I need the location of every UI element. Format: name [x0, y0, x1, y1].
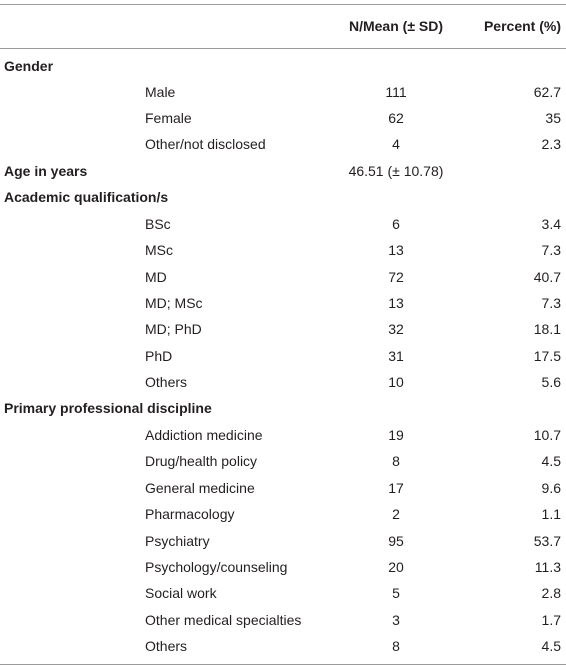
row-count: 17: [388, 480, 404, 496]
row-percent: 7.3: [541, 295, 561, 311]
row-label: Male: [145, 84, 176, 100]
row-percent: 5.6: [541, 374, 561, 390]
section-academic: Academic qualification/s: [0, 184, 566, 210]
row-percent: 4.5: [541, 453, 561, 469]
table-row: PhD 31 17.5: [0, 343, 566, 369]
section-age: Age in years 46.51 (± 10.78): [0, 158, 566, 184]
row-percent: 1.7: [541, 612, 561, 628]
row-label: General medicine: [145, 480, 255, 496]
table-row: Social work 5 2.8: [0, 580, 566, 606]
row-count: 62: [388, 110, 404, 126]
row-percent: 11.3: [534, 559, 561, 575]
row-percent: 9.6: [541, 480, 561, 496]
table-row: General medicine 17 9.6: [0, 475, 566, 501]
top-rule: [0, 4, 566, 5]
row-percent: 18.1: [533, 321, 561, 337]
row-label: Social work: [145, 585, 217, 601]
row-percent: 2.3: [541, 136, 561, 152]
table-row: MD; PhD 32 18.1: [0, 316, 566, 342]
row-label: Others: [145, 374, 188, 390]
row-label: MD; MSc: [145, 295, 203, 311]
row-percent: 7.3: [541, 242, 561, 258]
table-row: BSc 6 3.4: [0, 211, 566, 237]
row-count: 20: [388, 559, 404, 575]
row-percent: 3.4: [541, 216, 561, 232]
header-value: N/Mean (± SD): [348, 18, 444, 34]
table-row: MD; MSc 13 7.3: [0, 290, 566, 316]
table-row: Psychology/counseling 20 11.3: [0, 554, 566, 580]
table-row: Others 10 5.6: [0, 369, 566, 395]
row-label: MSc: [145, 242, 173, 258]
table-row: Addiction medicine 19 10.7: [0, 422, 566, 448]
section-title: Primary professional discipline: [4, 400, 212, 416]
row-count: 5: [392, 585, 400, 601]
row-percent: 1.1: [541, 506, 561, 522]
table-row: Male 111 62.7: [0, 79, 566, 105]
section-title: Gender: [4, 58, 54, 74]
table-row: Psychiatry 95 53.7: [0, 528, 566, 554]
row-count: 6: [392, 216, 400, 232]
row-count: 3: [392, 612, 400, 628]
section-discipline: Primary professional discipline: [0, 395, 566, 421]
header-row: N/Mean (± SD) Percent (%): [0, 13, 566, 39]
row-count: 8: [392, 453, 400, 469]
header-rule: [0, 48, 566, 49]
table-row: MSc 13 7.3: [0, 237, 566, 263]
bottom-rule: [0, 664, 566, 665]
row-count: 95: [388, 533, 404, 549]
row-percent: 35: [545, 110, 561, 126]
row-percent: 53.7: [533, 533, 561, 549]
section-title: Age in years: [4, 163, 88, 179]
row-label: MD: [145, 269, 167, 285]
table-row: Others 8 4.5: [0, 633, 566, 659]
row-count: 32: [388, 321, 404, 337]
row-label: Other/not disclosed: [145, 136, 266, 152]
table-row: Other medical specialties 3 1.7: [0, 607, 566, 633]
table-row: Other/not disclosed 4 2.3: [0, 131, 566, 157]
row-count: 2: [392, 506, 400, 522]
row-percent: 62.7: [533, 84, 561, 100]
table-row: Female 62 35: [0, 105, 566, 131]
row-label: Psychiatry: [145, 533, 210, 549]
row-count: 72: [388, 269, 404, 285]
row-label: PhD: [145, 348, 173, 364]
row-label: Drug/health policy: [145, 453, 258, 469]
table-row: Drug/health policy 8 4.5: [0, 448, 566, 474]
table-row: MD 72 40.7: [0, 264, 566, 290]
row-label: Addiction medicine: [145, 427, 263, 443]
age-value: 46.51 (± 10.78): [348, 163, 444, 179]
section-title: Academic qualification/s: [4, 189, 169, 205]
row-label: Psychology/counseling: [145, 559, 288, 575]
row-label: MD; PhD: [145, 321, 202, 337]
section-gender: Gender: [0, 53, 566, 79]
row-count: 19: [388, 427, 404, 443]
row-percent: 2.8: [541, 585, 561, 601]
row-label: Pharmacology: [145, 506, 235, 522]
table-row: Pharmacology 2 1.1: [0, 501, 566, 527]
row-percent: 17.5: [533, 348, 561, 364]
row-label: Others: [145, 638, 188, 654]
row-count: 4: [392, 136, 400, 152]
row-count: 31: [388, 348, 404, 364]
row-count: 8: [392, 638, 400, 654]
row-label: BSc: [145, 216, 171, 232]
row-percent: 10.7: [533, 427, 561, 443]
row-label: Other medical specialties: [145, 612, 302, 628]
row-count: 13: [388, 242, 404, 258]
row-count: 13: [388, 295, 404, 311]
row-percent: 4.5: [541, 638, 561, 654]
row-percent: 40.7: [533, 269, 561, 285]
header-percent: Percent (%): [483, 18, 561, 34]
row-count: 111: [385, 84, 407, 100]
row-count: 10: [388, 374, 404, 390]
row-label: Female: [145, 110, 192, 126]
